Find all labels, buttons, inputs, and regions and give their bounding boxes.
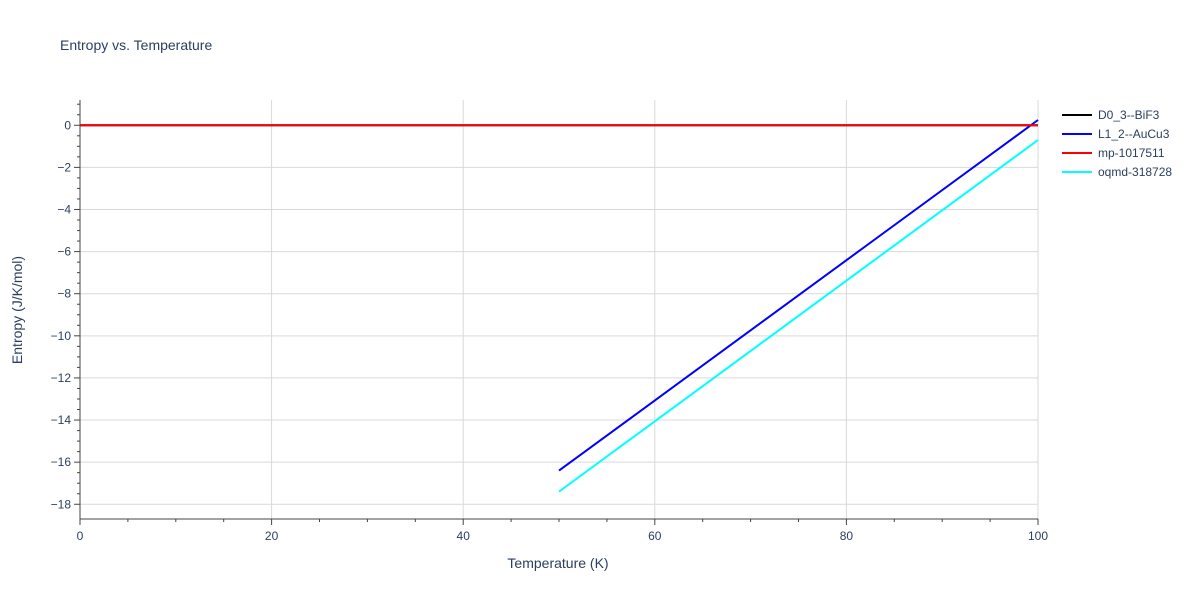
y-tick-label: −18: [51, 497, 72, 511]
y-tick-label: −12: [51, 371, 72, 385]
y-tick-label: −16: [51, 455, 72, 469]
x-tick-label: 60: [648, 529, 662, 543]
legend-item[interactable]: L1_2--AuCu3: [1062, 127, 1170, 141]
legend-item[interactable]: mp-1017511: [1062, 146, 1165, 160]
y-tick-label: −8: [57, 287, 71, 301]
x-tick-label: 0: [77, 529, 84, 543]
y-tick-label: −2: [57, 160, 71, 174]
y-tick-label: −10: [51, 329, 72, 343]
legend-item[interactable]: oqmd-318728: [1062, 165, 1172, 179]
x-axis-label: Temperature (K): [507, 555, 608, 571]
series-lines: [80, 119, 1039, 493]
series-line-oqmd-318728: [558, 139, 1039, 493]
legend-label: L1_2--AuCu3: [1098, 127, 1170, 141]
grid: [80, 100, 1039, 519]
legend[interactable]: D0_3--BiF3 L1_2--AuCu3 mp-1017511 oqmd-3187…: [1062, 108, 1172, 179]
y-tick-label: −4: [57, 202, 71, 216]
legend-label: oqmd-318728: [1098, 165, 1172, 179]
x-tick-label: 20: [265, 529, 279, 543]
series-line-L1_2--AuCu3: [558, 119, 1039, 472]
x-tick-label: 80: [840, 529, 854, 543]
x-tick-label: 100: [1028, 529, 1048, 543]
legend-label: D0_3--BiF3: [1098, 108, 1160, 122]
chart-title: Entropy vs. Temperature: [60, 37, 212, 53]
axes: 0 20 40 60 80 100 0 −2 −4 −6 −8 −10 −12 −14 −16 −18: [51, 100, 1048, 543]
legend-label: mp-1017511: [1098, 146, 1165, 160]
y-axis-label: Entropy (J/K/mol): [9, 256, 25, 364]
legend-item[interactable]: D0_3--BiF3: [1062, 108, 1160, 122]
y-tick-label: −14: [51, 413, 72, 427]
y-tick-label: −6: [57, 245, 71, 259]
y-tick-label: 0: [64, 118, 71, 132]
x-tick-label: 40: [457, 529, 471, 543]
